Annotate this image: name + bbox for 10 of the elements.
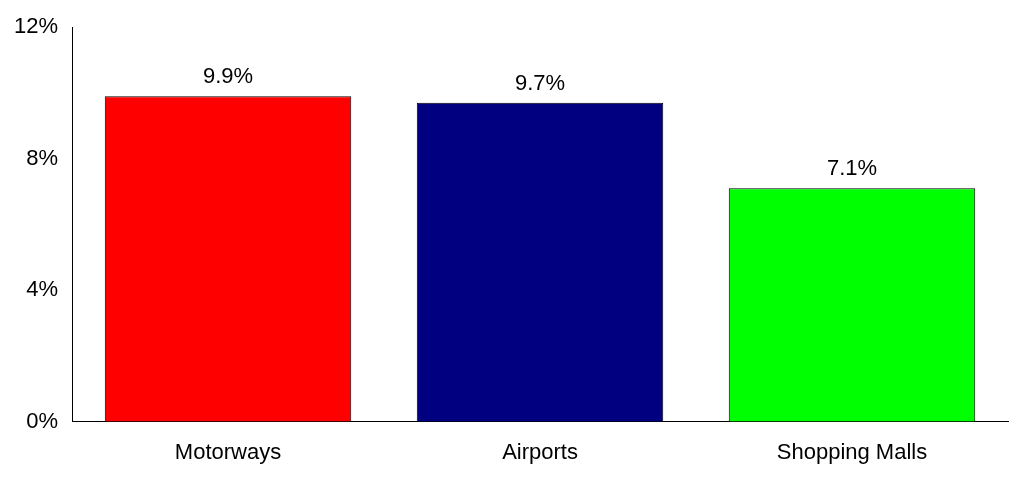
y-tick-label: 0% [26,407,59,433]
data-label: 7.1% [826,155,878,181]
x-tick-label: Airports [502,438,578,464]
data-label: 9.7% [514,69,566,95]
data-label: 9.9% [202,63,254,89]
x-tick-label: Motorways [174,438,282,464]
x-tick-label: Shopping Malls [776,438,928,464]
y-tick-label: 8% [26,144,59,170]
y-tick-label: 4% [26,276,59,302]
y-tick-label: 12% [13,13,59,39]
